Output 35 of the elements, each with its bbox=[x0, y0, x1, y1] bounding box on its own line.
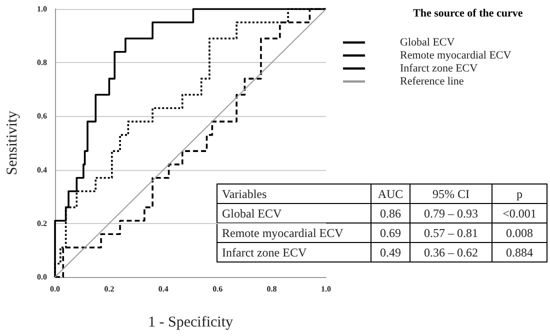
annotation: Infarct zone ECV bbox=[222, 245, 307, 260]
text: Global ECV bbox=[400, 36, 455, 48]
text: 0.86 bbox=[380, 206, 401, 220]
annotation: Variables bbox=[222, 186, 267, 201]
text: 0.36 – 0.62 bbox=[424, 245, 478, 260]
text: 0.008 bbox=[506, 226, 533, 240]
x-tick-label: 0.0 bbox=[50, 284, 60, 294]
text: 0.57 – 0.81 bbox=[424, 226, 478, 240]
text: <0.001 bbox=[502, 206, 536, 220]
x-tick-label: 0.4 bbox=[158, 284, 168, 294]
text: p bbox=[516, 186, 522, 201]
x-tick-label: 0.8 bbox=[266, 284, 277, 294]
text: Reference line bbox=[400, 76, 464, 88]
annotation: Remote myocardial ECV bbox=[222, 226, 344, 240]
x-axis-title: 1 - Specificity bbox=[148, 314, 234, 330]
y-tick-label: 0.2 bbox=[37, 218, 47, 228]
y-tick-label: 0.4 bbox=[37, 165, 47, 174]
y-tick-label: 0.8 bbox=[37, 58, 47, 68]
annotation: Global ECV bbox=[222, 206, 282, 220]
text: 0.884 bbox=[506, 245, 533, 260]
y-tick-label: 0.0 bbox=[37, 272, 47, 282]
text: 0.79 – 0.93 bbox=[424, 206, 478, 220]
text: 95% CI bbox=[432, 186, 470, 201]
legend-title: The source of the curve bbox=[413, 8, 523, 20]
x-tick-label: 0.6 bbox=[212, 284, 223, 294]
x-tick-label: 1.0 bbox=[321, 284, 331, 294]
text: 0.69 bbox=[380, 226, 401, 240]
text: Infarct zone ECV bbox=[400, 62, 478, 74]
text: AUC bbox=[378, 186, 404, 201]
x-tick-label: 0.2 bbox=[104, 284, 114, 294]
text: Remote myocardial ECV bbox=[400, 50, 512, 62]
y-tick-label: 0.6 bbox=[37, 112, 47, 121]
y-axis-title: Sensitivity bbox=[4, 110, 20, 176]
y-tick-label: 1.0 bbox=[37, 4, 47, 14]
text: 0.49 bbox=[380, 245, 401, 260]
